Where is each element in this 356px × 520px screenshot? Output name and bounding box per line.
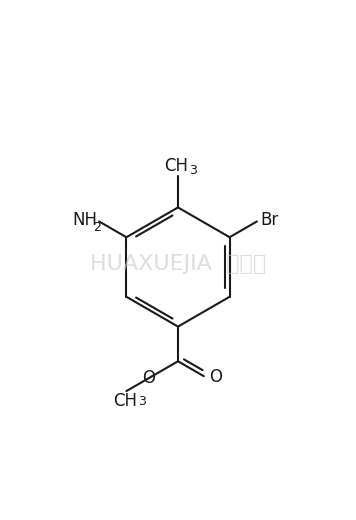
Text: HUAXUEJIA  化学加: HUAXUEJIA 化学加 xyxy=(90,254,266,274)
Text: O: O xyxy=(142,369,155,387)
Text: O: O xyxy=(209,368,222,386)
Text: Br: Br xyxy=(260,211,279,229)
Text: 3: 3 xyxy=(189,164,198,177)
Text: CH: CH xyxy=(164,157,188,175)
Text: NH: NH xyxy=(72,212,97,229)
Text: 2: 2 xyxy=(93,221,101,234)
Text: 3: 3 xyxy=(138,395,146,408)
Text: CH: CH xyxy=(112,392,137,410)
